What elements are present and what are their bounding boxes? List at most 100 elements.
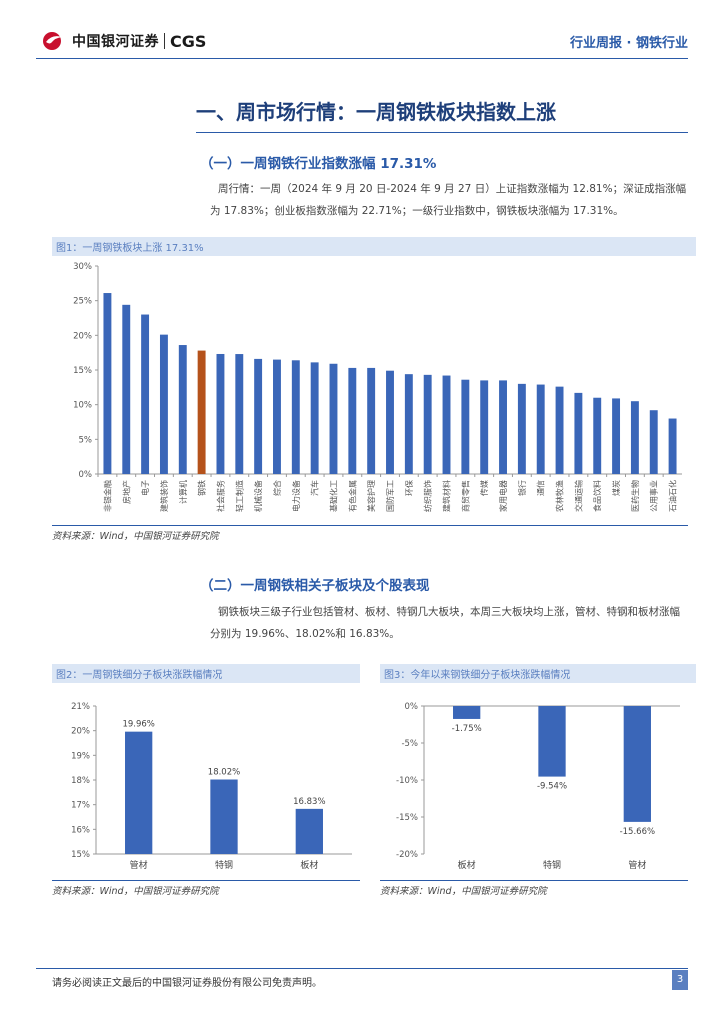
figure-1-source-divider xyxy=(52,525,688,526)
x-tick-label: 管材 xyxy=(628,859,646,871)
bar xyxy=(574,392,583,474)
y-tick-label: 5% xyxy=(79,435,93,445)
x-tick-label: 特钢 xyxy=(215,859,233,871)
paragraph-2: 钢铁板块三级子行业包括管材、板材、特钢几大板块，本周三大板块均上涨，管材、特钢和… xyxy=(210,606,680,640)
bar xyxy=(103,293,112,474)
x-tick-label: 特钢 xyxy=(543,859,561,871)
bar xyxy=(404,374,413,474)
x-tick-label: 轻工制造 xyxy=(234,480,244,512)
x-tick-label: 通信 xyxy=(536,480,546,496)
x-tick-label: 钢铁 xyxy=(197,480,207,496)
bar xyxy=(453,706,481,719)
figure-2-source: 资料来源：Wind，中国银河证券研究院 xyxy=(52,886,219,897)
bar xyxy=(125,731,153,854)
logo-separator xyxy=(164,33,165,49)
bar xyxy=(159,334,168,474)
x-tick-label: 传媒 xyxy=(479,480,489,496)
figure-1-title: 图1：一周钢铁板块上涨 17.31% xyxy=(52,237,696,256)
x-tick-label: 食品饮料 xyxy=(592,480,602,512)
bar xyxy=(310,362,319,474)
figure-3-source-divider xyxy=(380,880,688,881)
y-tick-label: 0% xyxy=(405,702,419,712)
bar xyxy=(141,314,150,474)
bar xyxy=(649,410,658,474)
paragraph-1: 周行情：一周（2024 年 9 月 20 日-2024 年 9 月 27 日）上… xyxy=(210,183,687,217)
x-tick-label: 银行 xyxy=(517,480,527,496)
bar xyxy=(386,370,394,474)
bar xyxy=(538,706,566,777)
y-tick-label: 25% xyxy=(73,297,92,307)
x-tick-label: 商贸零售 xyxy=(460,480,470,512)
x-tick-label: 汽车 xyxy=(310,480,320,496)
bar xyxy=(593,397,602,474)
bar xyxy=(329,363,338,474)
bar xyxy=(254,358,263,474)
y-tick-label: 20% xyxy=(71,727,90,737)
report-type: 行业周报 · 钢铁行业 xyxy=(570,36,688,51)
logo-mark-icon xyxy=(43,32,62,50)
y-tick-label: 17% xyxy=(71,801,90,811)
y-tick-label: 18% xyxy=(71,776,90,786)
bar xyxy=(197,350,206,474)
bar xyxy=(210,779,238,854)
bar xyxy=(536,384,545,474)
x-tick-label: 环保 xyxy=(404,480,414,496)
y-tick-label: 30% xyxy=(73,262,92,272)
figure-1-source: 资料来源：Wind，中国银河证券研究院 xyxy=(52,531,219,542)
bar xyxy=(273,359,281,474)
x-tick-label: 建筑材料 xyxy=(442,480,452,512)
figure-1-chart: 0% 5% 10% 15% 20% 25% 30% 非银金融 房地产 电子 建筑装饰 计算机 钢铁 社会服… xyxy=(73,262,682,512)
x-tick-label: 电力设备 xyxy=(291,480,301,512)
x-tick-label: 医药生物 xyxy=(630,480,640,512)
y-tick-label: 0% xyxy=(79,470,93,480)
y-tick-label: 15% xyxy=(71,850,90,860)
x-tick-label: 国防军工 xyxy=(385,480,395,512)
y-tick-label: 16% xyxy=(71,825,90,835)
data-label: -9.54% xyxy=(537,782,567,792)
x-tick-label: 机械设备 xyxy=(253,480,263,512)
y-tick-label: 20% xyxy=(73,331,92,341)
x-tick-label: 家用电器 xyxy=(498,480,508,512)
data-label: -1.75% xyxy=(452,724,482,734)
y-tick-label: 21% xyxy=(71,702,90,712)
x-tick-label: 非银金融 xyxy=(102,480,112,512)
data-label: 18.02% xyxy=(208,768,240,778)
y-tick-label: -10% xyxy=(396,776,418,786)
footer-divider xyxy=(36,968,688,969)
x-tick-label: 计算机 xyxy=(178,480,188,504)
x-tick-label: 基础化工 xyxy=(328,480,338,512)
x-tick-label: 板材 xyxy=(458,859,476,871)
x-tick-label: 建筑装饰 xyxy=(159,480,169,512)
x-tick-label: 电子 xyxy=(140,480,150,496)
company-logo: 中国银河证券 CGS xyxy=(42,30,206,52)
bar xyxy=(291,360,300,474)
x-tick-label: 公用事业 xyxy=(649,480,659,512)
y-tick-label: -20% xyxy=(396,850,418,860)
x-tick-label: 房地产 xyxy=(121,480,131,504)
logo-text-cn: 中国银河证券 xyxy=(72,34,159,50)
data-label: 19.96% xyxy=(122,720,154,730)
figure-3-title: 图3：今年以来钢铁细分子板块涨跌幅情况 xyxy=(380,664,696,683)
y-tick-label: 19% xyxy=(71,751,90,761)
x-tick-label: 综合 xyxy=(272,480,282,496)
bar xyxy=(612,398,621,474)
x-tick-label: 农林牧渔 xyxy=(555,480,565,512)
x-tick-label: 有色金属 xyxy=(347,480,357,512)
bar xyxy=(423,374,432,474)
bar xyxy=(122,304,131,474)
header-divider xyxy=(36,58,688,59)
x-tick-label: 纺织服饰 xyxy=(423,480,433,512)
x-tick-label: 管材 xyxy=(130,859,148,871)
bar xyxy=(623,706,651,822)
logo-text-en: CGS xyxy=(170,31,207,51)
bar xyxy=(367,367,376,474)
bar xyxy=(442,375,451,474)
x-tick-label: 交通运输 xyxy=(573,480,583,512)
x-tick-label: 社会服务 xyxy=(215,480,225,512)
bar xyxy=(499,380,507,474)
bar xyxy=(630,401,639,474)
x-tick-label: 石油石化 xyxy=(668,480,678,512)
figure-2-chart: 15% 16% 17% 18% 19% 20% 21% 19.96% 管材 18.02% 特钢 16.… xyxy=(71,702,352,871)
data-label: 16.83% xyxy=(293,797,325,807)
section-title-divider xyxy=(196,132,688,133)
